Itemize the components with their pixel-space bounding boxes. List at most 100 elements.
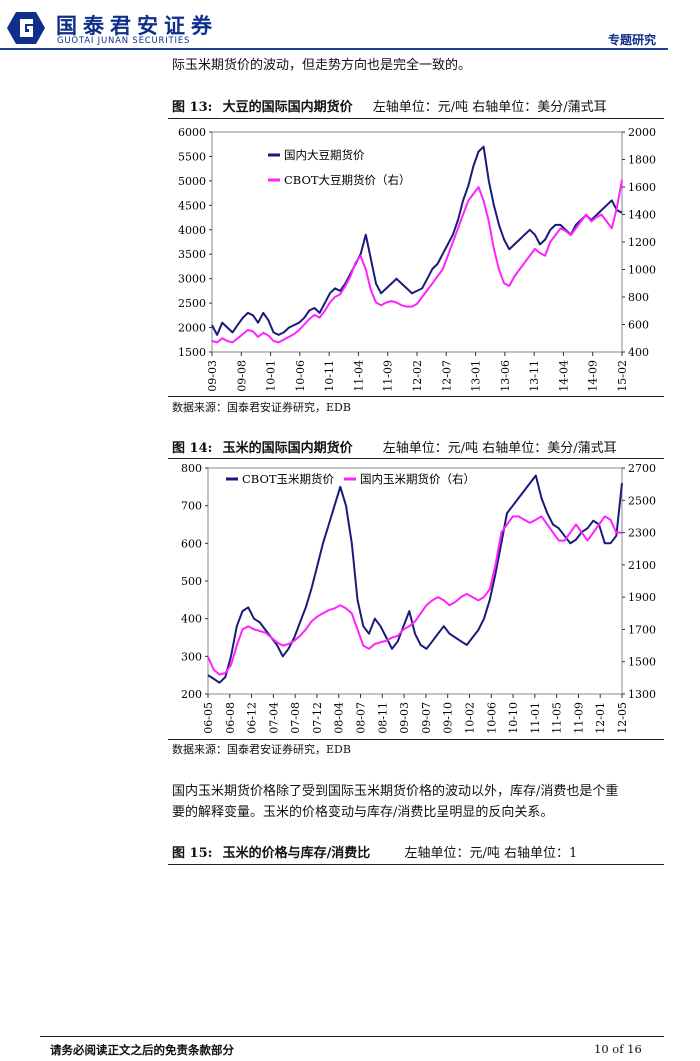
fig14-caption: 图 14: 玉米的国际国内期货价 左轴单位：元/吨 右轴单位：美分/蒲式耳 <box>172 437 617 456</box>
y-left-tick-label: 400 <box>181 613 202 626</box>
x-tick-label: 13-11 <box>528 360 541 392</box>
brand-name-cn: 国泰君安证券 <box>56 14 218 38</box>
legend-label: 国内大豆期货价 <box>284 148 365 162</box>
y-right-tick-label: 2300 <box>628 527 656 540</box>
fig13-source: 数据来源：国泰君安证券研究，EDB <box>172 401 351 414</box>
y-right-tick-label: 600 <box>628 319 649 332</box>
x-tick-label: 06-05 <box>202 702 215 734</box>
x-tick-label: 15-02 <box>616 360 629 392</box>
x-tick-label: 10-11 <box>323 360 336 392</box>
fig14-label: 图 14: <box>172 441 213 456</box>
x-tick-label: 07-08 <box>289 702 302 734</box>
y-right-tick-label: 2500 <box>628 494 656 507</box>
fig13-units: 左轴单位：元/吨 右轴单位：美分/蒲式耳 <box>372 100 607 115</box>
fig13-caption: 图 13: 大豆的国际国内期货价 左轴单位：元/吨 右轴单位：美分/蒲式耳 <box>172 96 607 115</box>
y-right-tick-label: 1700 <box>628 623 656 636</box>
y-left-tick-label: 3000 <box>178 273 206 286</box>
y-right-tick-label: 1300 <box>628 688 656 701</box>
footer-rule <box>40 1036 664 1037</box>
y-left-tick-label: 4500 <box>178 199 206 212</box>
brand-name-en: GUOTAI JUNAN SECURITIES <box>57 36 191 46</box>
plot-area-frame <box>207 467 623 695</box>
x-tick-label: 11-01 <box>529 702 542 734</box>
x-tick-label: 10-02 <box>463 702 476 734</box>
y-right-tick-label: 2700 <box>628 462 656 475</box>
fig13-title: 大豆的国际国内期货价 <box>222 100 353 115</box>
series-line-a <box>211 145 623 336</box>
fig15-title: 玉米的价格与库存/消费比 <box>222 846 371 861</box>
footer-disclaimer: 请务必阅读正文之后的免责条款部分 <box>50 1043 234 1057</box>
series-line-b <box>211 179 623 344</box>
fig14-top-rule <box>168 458 664 459</box>
x-tick-label: 12-05 <box>616 702 629 734</box>
legend-label: 国内玉米期货价（右） <box>360 472 475 486</box>
y-left-tick-label: 5000 <box>178 175 206 188</box>
x-tick-label: 09-07 <box>420 702 433 734</box>
page-number: 10 of 16 <box>594 1042 642 1056</box>
fig15-label: 图 15: <box>172 846 213 861</box>
x-tick-label: 14-04 <box>557 360 570 392</box>
x-tick-label: 10-06 <box>485 702 498 734</box>
fig13-bottom-rule <box>168 396 664 397</box>
y-right-tick-label: 2100 <box>628 559 656 572</box>
x-tick-label: 06-08 <box>224 702 237 734</box>
x-tick-label: 13-06 <box>499 360 512 392</box>
y-left-tick-label: 4000 <box>178 224 206 237</box>
x-tick-label: 13-01 <box>470 360 483 392</box>
y-right-tick-label: 2000 <box>628 126 656 139</box>
x-tick-label: 12-01 <box>594 702 607 734</box>
section-label: 专题研究 <box>608 33 657 47</box>
y-right-tick-label: 1900 <box>628 591 656 604</box>
y-right-tick-label: 800 <box>628 291 649 304</box>
y-right-tick-label: 1600 <box>628 181 656 194</box>
x-tick-label: 11-05 <box>551 702 564 734</box>
y-right-tick-label: 1400 <box>628 209 656 222</box>
x-tick-label: 07-12 <box>311 702 324 734</box>
y-left-tick-label: 700 <box>181 500 202 513</box>
y-left-tick-label: 300 <box>181 650 202 663</box>
plot-area-frame <box>211 131 623 353</box>
x-tick-label: 11-09 <box>382 360 395 392</box>
x-tick-label: 09-03 <box>398 702 411 734</box>
y-right-tick-label: 1500 <box>628 656 656 669</box>
corn-futures-chart: 200 300 400 500 600 700 800 1300 1500 1700 1900 210… <box>181 462 656 734</box>
body-paragraph-line-1: 国内玉米期货价格除了受到国际玉米期货价格的波动以外，库存/消费也是个重 <box>172 784 619 799</box>
brand-logo-icon <box>7 12 45 44</box>
fig15-units: 左轴单位：元/吨 右轴单位：1 <box>404 846 578 861</box>
header-rule <box>0 48 668 50</box>
intro-text: 际玉米期货价的波动，但走势方向也是完全一致的。 <box>172 58 472 73</box>
legend-label: CBOT大豆期货价（右） <box>284 173 411 187</box>
series-line-b <box>207 515 622 676</box>
y-right-tick-label: 1000 <box>628 264 656 277</box>
y-left-tick-label: 3500 <box>178 248 206 261</box>
x-tick-label: 10-01 <box>265 360 278 392</box>
y-left-tick-label: 800 <box>181 462 202 475</box>
y-left-tick-label: 500 <box>181 575 202 588</box>
legend-label: CBOT玉米期货价 <box>242 472 335 486</box>
body-paragraph-line-2: 要的解释变量。玉米的价格变动与库存/消费比呈明显的反向关系。 <box>172 805 554 820</box>
fig14-units: 左轴单位：元/吨 右轴单位：美分/蒲式耳 <box>382 441 617 456</box>
x-tick-label: 07-04 <box>267 702 280 734</box>
x-tick-label: 12-02 <box>411 360 424 392</box>
x-tick-label: 12-07 <box>440 360 453 392</box>
x-tick-label: 09-08 <box>235 360 248 392</box>
y-left-tick-label: 200 <box>181 688 202 701</box>
y-left-tick-label: 2500 <box>178 297 206 310</box>
x-tick-label: 10-06 <box>294 360 307 392</box>
y-right-tick-label: 1200 <box>628 236 656 249</box>
x-tick-label: 08-07 <box>355 702 368 734</box>
fig13-top-rule <box>168 118 664 119</box>
x-tick-label: 10-10 <box>507 702 520 734</box>
fig15-top-rule <box>168 864 664 865</box>
x-tick-label: 09-10 <box>442 702 455 734</box>
fig14-title: 玉米的国际国内期货价 <box>222 441 353 456</box>
x-tick-label: 06-12 <box>246 702 259 734</box>
x-tick-label: 11-09 <box>572 702 585 734</box>
y-right-tick-label: 1800 <box>628 154 656 167</box>
x-tick-label: 08-04 <box>333 702 346 734</box>
fig15-caption: 图 15: 玉米的价格与库存/消费比 左轴单位：元/吨 右轴单位：1 <box>172 842 577 861</box>
series-line-a <box>207 474 623 684</box>
y-left-tick-label: 1500 <box>178 346 206 359</box>
brand-logo <box>6 10 46 46</box>
x-tick-label: 11-04 <box>352 360 365 392</box>
